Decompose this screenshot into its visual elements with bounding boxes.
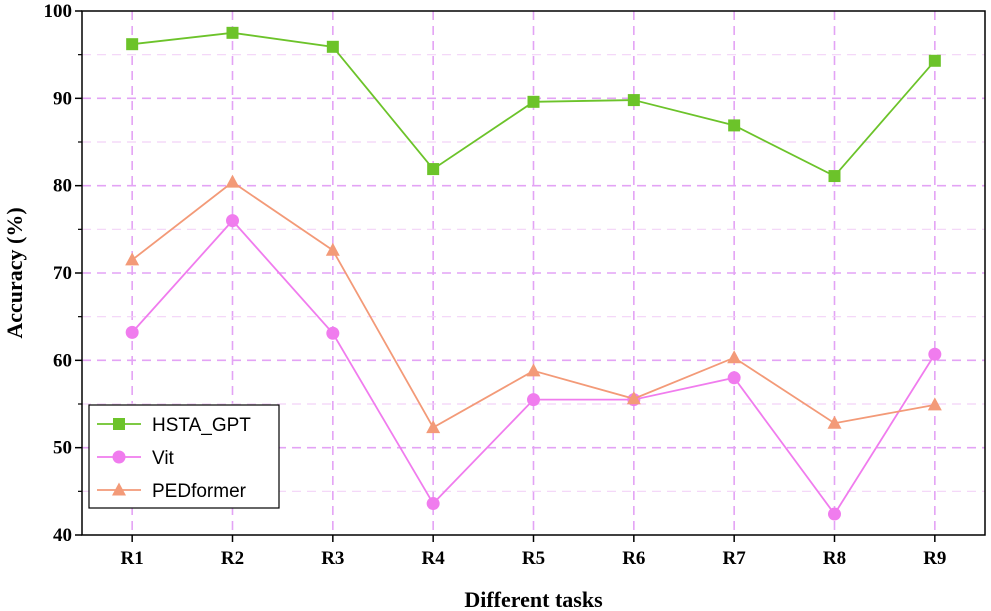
axis-ticks: 40 50 60 70 80 90 100 R1 R2 R3 R4 R5 R6 R7 R8 R9 (44, 1, 947, 569)
data-point (325, 242, 340, 256)
y-tick-label: 70 (53, 263, 72, 284)
legend-label: Vit (152, 448, 175, 469)
data-point (527, 95, 540, 108)
series-square (126, 26, 941, 183)
legend-label: HSTA_GPT (152, 415, 251, 436)
y-tick-label: 40 (53, 525, 72, 546)
data-point (125, 252, 140, 266)
y-tick-label: 90 (53, 88, 72, 109)
series-triangle (125, 174, 942, 434)
x-tick-label: R1 (121, 548, 144, 569)
data-point (928, 347, 942, 361)
data-point (927, 397, 942, 411)
y-tick-label: 80 (53, 176, 72, 197)
data-point (626, 391, 641, 405)
data-point (827, 415, 842, 429)
y-tick-label: 60 (53, 350, 72, 371)
y-tick-label: 100 (44, 1, 73, 22)
legend-label: PEDformer (152, 481, 247, 502)
data-point (126, 38, 139, 51)
x-tick-label: R2 (221, 548, 244, 569)
data-point (727, 350, 742, 364)
data-point (627, 94, 640, 107)
data-point (427, 163, 440, 176)
data-point (527, 393, 540, 407)
x-tick-label: R7 (723, 548, 747, 569)
data-point (225, 174, 240, 188)
data-point (226, 26, 239, 39)
x-tick-label: R8 (823, 548, 846, 569)
data-point (326, 40, 339, 53)
data-point (326, 326, 340, 340)
x-tick-label: R9 (923, 548, 946, 569)
data-point (125, 325, 139, 339)
grid (82, 11, 985, 535)
x-tick-label: R4 (422, 548, 446, 569)
data-point (728, 119, 741, 132)
x-tick-label: R5 (522, 548, 545, 569)
legend-marker (113, 418, 125, 430)
legend-marker (112, 482, 126, 496)
legend: HSTA_GPT Vit PEDformer (88, 404, 280, 509)
data-point (426, 497, 440, 511)
x-axis-title: Different tasks (464, 587, 603, 611)
y-tick-label: 50 (53, 438, 72, 459)
legend-marker (112, 450, 126, 464)
x-tick-label: R3 (321, 548, 344, 569)
data-point (828, 507, 841, 521)
series-layer (125, 26, 942, 521)
data-point (828, 170, 841, 183)
x-tick-label: R6 (622, 548, 645, 569)
data-point (928, 54, 941, 67)
data-point (727, 371, 741, 385)
y-axis-title: Accuracy (%) (2, 207, 27, 338)
data-point (526, 363, 541, 377)
data-point (226, 214, 239, 228)
data-point (426, 420, 441, 434)
